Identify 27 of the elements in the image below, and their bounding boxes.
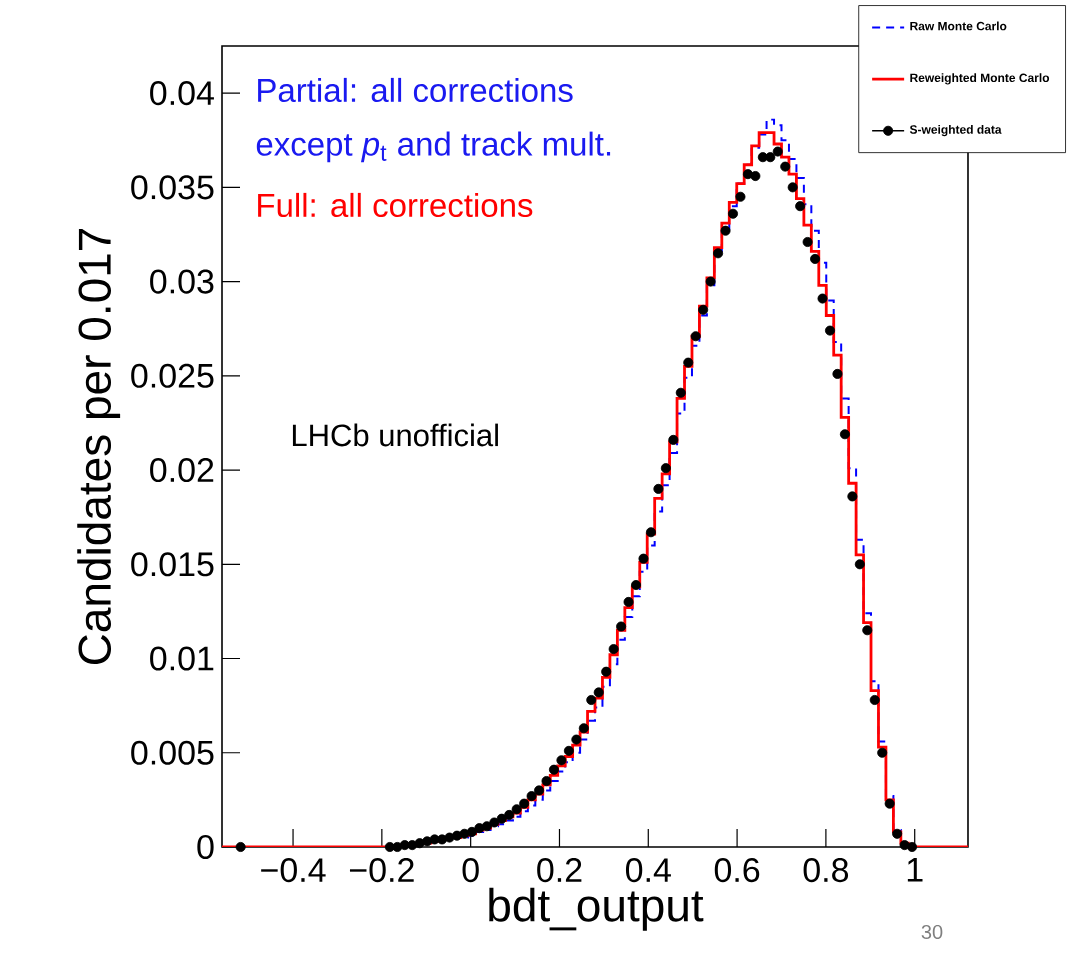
legend-label: Raw Monte Carlo bbox=[910, 21, 1007, 31]
y-tick-label: 0.025 bbox=[131, 363, 214, 388]
y-tick-label: 0.035 bbox=[131, 175, 214, 200]
x-tick-label: 0 bbox=[462, 858, 479, 883]
y-tick-label: 0.01 bbox=[150, 646, 214, 671]
annotation: Full: all corrections bbox=[258, 192, 533, 218]
annotation: LHCb unofficial bbox=[292, 423, 498, 447]
annotation: Partial: all corrections bbox=[258, 77, 573, 103]
y-tick-label: 0 bbox=[197, 834, 214, 860]
x-tick-label: 0.4 bbox=[625, 858, 671, 883]
y-tick-label: 0.02 bbox=[150, 458, 214, 483]
x-tick-label: 0.2 bbox=[537, 858, 582, 883]
x-tick-label: 1 bbox=[907, 858, 923, 882]
legend-label: S-weighted data bbox=[909, 124, 1002, 137]
y-tick-label: 0.03 bbox=[150, 269, 214, 294]
y-tick-label: 0.005 bbox=[131, 740, 214, 765]
x-tick-label: −0.2 bbox=[349, 858, 414, 883]
y-axis-title: Candidates per 0.017 bbox=[77, 228, 121, 665]
x-axis-title: bdt_output bbox=[489, 887, 704, 931]
x-tick-label: 0.6 bbox=[714, 858, 760, 883]
y-tick-label: 0.015 bbox=[131, 552, 214, 577]
legend-label: Reweighted Monte Carlo bbox=[910, 73, 1050, 85]
x-tick-label: 0.8 bbox=[803, 858, 849, 883]
x-tick-label: −0.4 bbox=[261, 858, 326, 883]
annotation: except p$_{t}$ and track mult. bbox=[256, 131, 611, 163]
y-tick-label: 0.04 bbox=[150, 81, 214, 106]
text: 30 bbox=[921, 924, 943, 940]
